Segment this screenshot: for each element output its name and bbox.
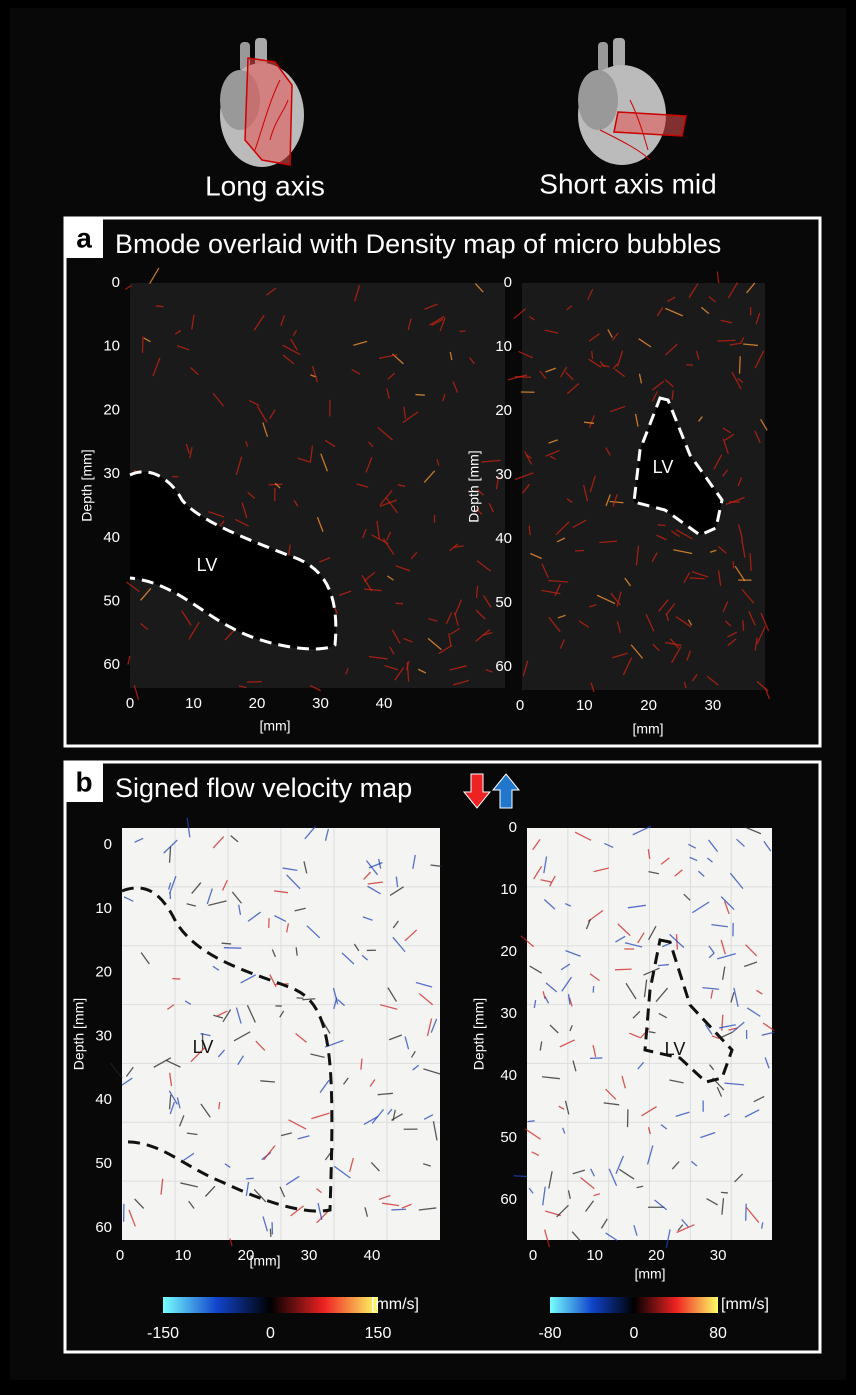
panel-title: Bmode overlaid with Density map of micro… (115, 229, 721, 259)
y-tick-label: 30 (103, 465, 120, 482)
x-tick-label: 0 (116, 1247, 124, 1264)
y-axis-label: Depth [mm] (79, 449, 95, 521)
colorbar-tick-label: -150 (147, 1325, 179, 1342)
y-tick-label: 20 (495, 402, 512, 419)
vessel-stroke (222, 943, 232, 944)
view-label: Long axis (205, 170, 325, 201)
colorbar-scale (550, 1297, 718, 1313)
x-tick-label: 10 (576, 697, 593, 714)
colorbar-unit: [mm/s] (721, 1296, 769, 1313)
colorbar-scale (163, 1297, 378, 1313)
vessel-stroke (224, 948, 241, 949)
region-label: LV (653, 457, 674, 477)
y-tick-label: 20 (103, 401, 120, 418)
x-axis-label: [mm] (259, 718, 290, 734)
x-tick-label: 40 (376, 695, 393, 712)
y-tick-label: 10 (103, 338, 120, 355)
x-tick-label: 0 (529, 1247, 537, 1264)
panel-label: b (75, 766, 92, 797)
colorbar-tick-label: 150 (365, 1325, 392, 1342)
y-tick-label: 40 (500, 1067, 517, 1084)
figure: Long axis Short axis mid a Bmode overlai… (0, 0, 856, 1390)
y-tick-label: 10 (495, 338, 512, 355)
colorbar-tick-label: 0 (630, 1325, 639, 1342)
region-label: LV (197, 555, 218, 575)
x-tick-label: 10 (185, 695, 202, 712)
vessel-stroke (156, 306, 164, 307)
x-tick-label: 30 (301, 1247, 318, 1264)
y-tick-label: 0 (504, 274, 512, 291)
x-tick-label: 20 (648, 1247, 665, 1264)
x-axis-label: [mm] (634, 1266, 665, 1282)
x-tick-label: 20 (249, 695, 266, 712)
colorbar-tick-label: 0 (266, 1325, 275, 1342)
y-tick-label: 60 (103, 656, 120, 673)
y-axis-label: Depth [mm] (71, 998, 87, 1070)
image-plot: LV 0 10 20 30 40 0 10 20 30 40 50 60 [mm] Depth [mm] (79, 268, 505, 734)
y-tick-label: 50 (103, 592, 120, 609)
vessel-stroke (658, 525, 666, 526)
y-tick-label: 0 (112, 274, 120, 291)
y-tick-label: 50 (95, 1155, 112, 1172)
colorbar-unit: [mm/s] (371, 1296, 419, 1313)
x-tick-label: 10 (586, 1247, 603, 1264)
y-tick-label: 40 (95, 1091, 112, 1108)
x-tick-label: 0 (516, 697, 524, 714)
region-label: LV (665, 1039, 686, 1059)
region-label: LV (193, 1037, 214, 1057)
vessel-stroke (247, 682, 262, 683)
x-tick-label: 20 (640, 697, 657, 714)
panel-title: Signed flow velocity map (115, 773, 412, 803)
x-axis-label: [mm] (632, 721, 663, 737)
vessel-stroke (717, 340, 735, 341)
x-tick-label: 30 (312, 695, 329, 712)
colorbar-tick-label: 80 (709, 1325, 727, 1342)
x-tick-label: 0 (126, 695, 134, 712)
y-tick-label: 10 (95, 900, 112, 917)
x-tick-label: 10 (175, 1247, 192, 1264)
vessel-stroke (592, 351, 593, 359)
vessel-stroke (246, 1178, 254, 1179)
colorbar-tick-label: -80 (538, 1325, 561, 1342)
vessel-stroke (415, 395, 424, 396)
y-tick-label: 0 (104, 836, 112, 853)
x-tick-label: 30 (705, 697, 722, 714)
y-tick-label: 50 (500, 1129, 517, 1146)
vessel-stroke (515, 377, 531, 378)
view-label: Short axis mid (539, 168, 716, 199)
vessel-stroke (690, 578, 705, 579)
vessel-stroke (527, 1121, 534, 1122)
vessel-stroke (391, 1209, 406, 1210)
y-tick-label: 60 (95, 1219, 112, 1236)
y-tick-label: 30 (95, 1027, 112, 1044)
y-tick-label: 20 (500, 943, 517, 960)
vessel-stroke (721, 1192, 728, 1193)
vessel-stroke (615, 969, 632, 970)
vessel-stroke (514, 1176, 528, 1177)
y-axis-label: Depth [mm] (466, 450, 482, 522)
y-tick-label: 20 (95, 964, 112, 981)
y-tick-label: 60 (500, 1191, 517, 1208)
y-axis-label: Depth [mm] (471, 998, 487, 1070)
y-tick-label: 30 (495, 466, 512, 483)
y-tick-label: 30 (500, 1005, 517, 1022)
y-tick-label: 40 (495, 530, 512, 547)
vessel-stroke (739, 356, 740, 373)
vessel-stroke (142, 336, 143, 353)
vessel-stroke (743, 620, 744, 631)
page: Long axis Short axis mid a Bmode overlai… (0, 0, 856, 1390)
vessel-stroke (575, 550, 584, 551)
x-tick-label: 40 (364, 1247, 381, 1264)
y-tick-label: 40 (103, 529, 120, 546)
y-tick-label: 10 (500, 881, 517, 898)
vessel-stroke (219, 1102, 220, 1109)
x-axis-label: [mm] (249, 1253, 280, 1269)
y-tick-label: 50 (495, 594, 512, 611)
panel-label: a (76, 222, 92, 253)
y-tick-label: 60 (495, 658, 512, 675)
y-tick-label: 0 (509, 819, 517, 836)
x-tick-label: 30 (710, 1247, 727, 1264)
